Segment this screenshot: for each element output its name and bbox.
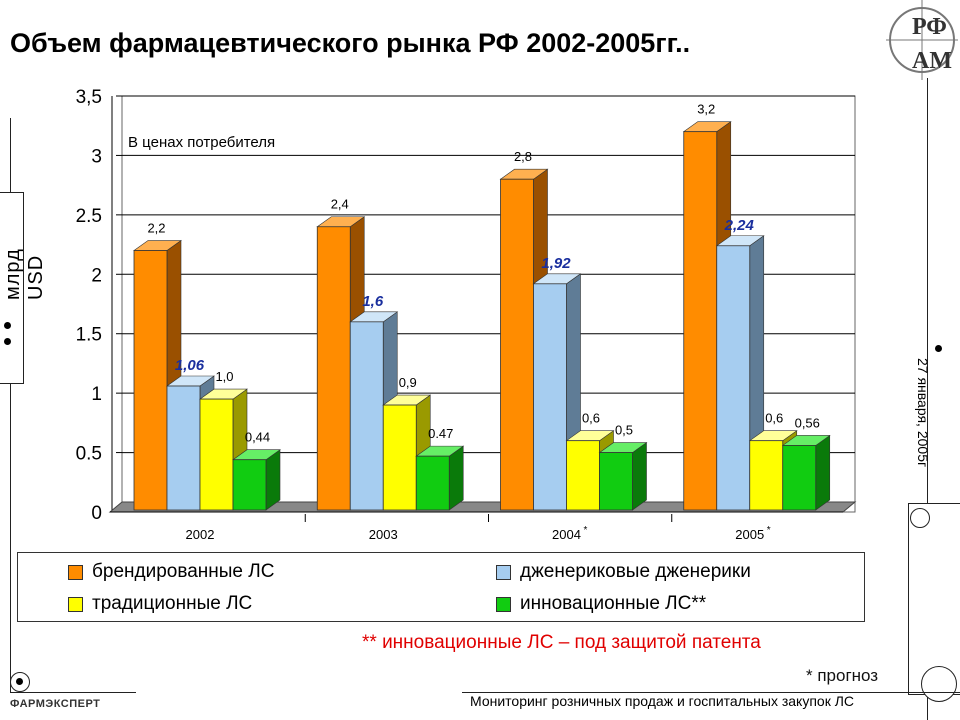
bar	[415, 455, 450, 511]
legend-label: традиционные ЛС	[92, 593, 253, 614]
brand-name: ФАРМЭКСПЕРТ	[10, 698, 101, 710]
chart-legend: брендированные ЛС дженериковые дженерики…	[17, 552, 865, 622]
svg-text:РФ: РФ	[912, 14, 947, 40]
frame-circle-right-large	[921, 666, 957, 702]
data-label: 0,9	[399, 375, 417, 390]
data-label: 0,5	[615, 423, 633, 438]
bar	[232, 459, 267, 511]
data-label: 1,6	[362, 293, 384, 310]
data-label: 2,4	[331, 197, 349, 212]
bar	[683, 131, 718, 511]
data-label: 0,6	[582, 411, 600, 426]
x-tick-label: 2002	[186, 527, 215, 542]
legend-label: дженериковые дженерики	[520, 561, 751, 582]
bar	[166, 385, 201, 511]
frame-circle-right	[910, 508, 930, 528]
y-tick-label: 2.5	[76, 206, 102, 227]
legend-swatch	[496, 596, 511, 612]
frame-tab-right	[908, 503, 960, 695]
data-label: 1,92	[541, 255, 571, 272]
frame-line-left	[10, 118, 11, 692]
bar-side	[632, 441, 647, 511]
legend-item-generic: дженериковые дженерики	[496, 561, 751, 583]
bar-side	[265, 449, 281, 511]
x-tick-label: 2003	[369, 527, 398, 542]
legend-label: инновационные ЛС**	[520, 593, 707, 614]
x-tick-label: 2005	[735, 527, 764, 542]
data-label: 1,0	[215, 369, 233, 384]
chart-annotation: В ценах потребителя	[128, 134, 275, 151]
data-label: 2,2	[147, 221, 165, 236]
x-tick-mark: *	[767, 525, 771, 536]
legend-item-branded: брендированные ЛС	[68, 561, 274, 583]
y-tick-label: 1	[91, 384, 102, 405]
x-tick-mark: *	[584, 525, 588, 536]
data-label: 0,44	[245, 430, 270, 445]
bar	[500, 178, 534, 511]
x-tick-label: 2004	[552, 527, 581, 542]
bullet-dot	[4, 338, 11, 345]
page-title: Объем фармацевтического рынка РФ 2002-20…	[10, 28, 691, 58]
bar	[782, 445, 817, 511]
bar	[316, 226, 351, 511]
bullet-dot	[16, 678, 23, 685]
forecast-note: * прогноз	[806, 666, 879, 685]
legend-item-innovative: инновационные ЛС**	[496, 593, 706, 615]
bullet-dot	[935, 345, 942, 352]
y-tick-label: 3,5	[76, 87, 102, 108]
bullet-dot	[4, 322, 11, 329]
data-label: 0,56	[795, 415, 820, 430]
data-label: 1,06	[175, 357, 205, 374]
bar	[533, 283, 567, 511]
svg-text:АМ: АМ	[912, 48, 952, 74]
frame-line-right	[927, 78, 928, 720]
data-label: 2,24	[724, 217, 755, 234]
frame-line-bottom-right	[462, 692, 960, 693]
bar	[382, 404, 417, 511]
logo: РФ АМ	[886, 0, 958, 80]
bar-side	[815, 434, 831, 511]
bar	[349, 321, 384, 511]
chart: 0 0.5 1 1.5 2 2.5 3 3,5 В ценах потребителя 2,2 1,…	[76, 87, 857, 542]
legend-label: брендированные ЛС	[92, 561, 275, 582]
frame-line-bottom	[10, 692, 136, 693]
legend-item-traditional: традиционные ЛС	[68, 593, 252, 615]
bar	[199, 398, 234, 511]
legend-swatch	[68, 564, 83, 580]
bar	[716, 245, 751, 511]
footnote: ** инновационные ЛС – под защитой патент…	[362, 632, 761, 653]
bar	[599, 452, 633, 511]
bar	[749, 440, 784, 511]
legend-swatch	[496, 564, 511, 580]
y-tick-label: 2	[91, 265, 102, 286]
y-tick-label: 1.5	[76, 325, 102, 346]
bar	[566, 440, 600, 511]
data-label: 3,2	[697, 102, 715, 117]
data-label: 2,8	[514, 149, 532, 164]
legend-swatch	[68, 596, 83, 612]
frame-tab-left	[0, 192, 24, 384]
y-tick-label: 0	[91, 503, 102, 524]
y-tick-label: 0.5	[76, 444, 102, 465]
data-label: 0,6	[765, 411, 783, 426]
bar	[133, 250, 168, 511]
bar-side	[448, 445, 464, 511]
monitoring-caption: Мониторинг розничных продаж и госпитальн…	[470, 693, 855, 709]
y-tick-label: 3	[91, 146, 102, 167]
data-label: 0.47	[428, 426, 453, 441]
